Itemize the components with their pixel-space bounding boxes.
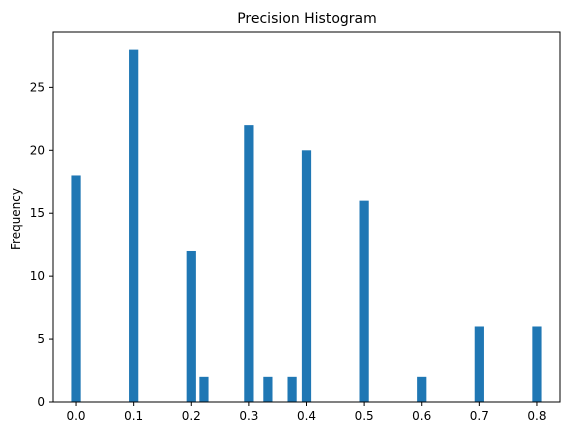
x-tick-label-5: 0.5 <box>355 409 374 423</box>
histogram-bar-2 <box>186 250 196 402</box>
histogram-bar-7 <box>301 150 312 402</box>
x-tick-label-4: 0.4 <box>297 409 316 423</box>
histogram-bar-10 <box>474 326 484 402</box>
histogram-bar-0 <box>71 175 81 402</box>
x-tick-label-1: 0.1 <box>124 409 143 423</box>
y-tick-label-3: 15 <box>30 206 45 220</box>
histogram-bar-5 <box>263 376 273 402</box>
y-axis-label: Frequency <box>9 188 23 250</box>
plot-area: 0.0 0.1 0.2 0.3 0.4 0.5 0.6 0.7 0.8 0 5 10 15 20 25 <box>30 31 561 423</box>
x-tick-label-6: 0.6 <box>412 409 431 423</box>
y-tick-label-5: 25 <box>30 80 45 94</box>
histogram-bar-3 <box>199 376 209 402</box>
y-tick-label-1: 5 <box>37 332 45 346</box>
x-tick-label-3: 0.3 <box>239 409 258 423</box>
histogram-bar-9 <box>417 376 427 402</box>
x-tick-label-7: 0.7 <box>470 409 489 423</box>
x-tick-label-8: 0.8 <box>527 409 546 423</box>
x-tick-label-2: 0.2 <box>182 409 201 423</box>
x-tick-label-0: 0.0 <box>66 409 85 423</box>
y-tick-label-0: 0 <box>37 395 45 409</box>
chart-title: Precision Histogram <box>237 11 377 27</box>
histogram-bar-6 <box>287 376 297 402</box>
y-tick-label-2: 10 <box>30 269 45 283</box>
histogram-bar-4 <box>244 125 254 403</box>
histogram-bar-1 <box>129 49 139 402</box>
histogram-bar-8 <box>359 200 369 402</box>
histogram-bar-11 <box>532 326 542 402</box>
y-tick-label-4: 20 <box>30 143 45 157</box>
